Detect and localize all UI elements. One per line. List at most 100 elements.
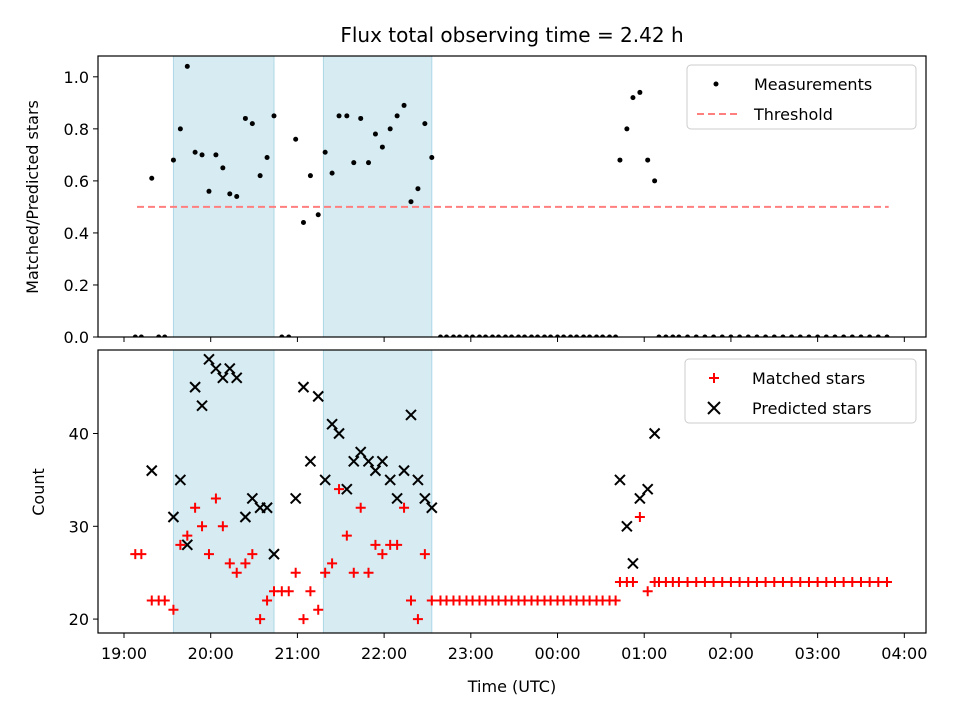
matched-star-point <box>247 549 258 560</box>
measurement-point <box>192 149 198 155</box>
matched-star-point <box>642 586 653 597</box>
measurement-point <box>841 334 847 337</box>
measurement-point <box>336 113 342 119</box>
measurement-point <box>763 334 769 337</box>
matched-star-point <box>348 567 359 578</box>
measurement-point <box>502 334 508 337</box>
matched-star-point <box>392 539 403 550</box>
matched-star-point <box>855 576 866 587</box>
measurement-point <box>132 334 138 337</box>
matched-star-point <box>673 576 684 587</box>
measurement-point <box>771 334 777 337</box>
measurement-point <box>630 95 636 101</box>
measurement-point <box>351 160 357 166</box>
measurement-point <box>450 334 456 337</box>
measurement-point <box>476 334 482 337</box>
predicted-star-point <box>627 557 639 570</box>
matched-star-point <box>240 558 251 569</box>
matched-star-point <box>743 576 754 587</box>
measurement-point <box>286 334 292 337</box>
matched-star-point <box>751 576 762 587</box>
measurement-point <box>234 194 240 199</box>
measurement-point <box>470 334 476 337</box>
matched-star-point <box>231 567 242 578</box>
x-tick-label: 04:00 <box>881 644 927 663</box>
y-axis-label-top: Matched/Predicted stars <box>23 100 42 294</box>
predicted-star-point <box>398 464 410 477</box>
legend-marker-measurements <box>713 81 719 87</box>
x-tick-label: 23:00 <box>448 644 494 663</box>
legend-label: Predicted stars <box>752 399 872 418</box>
measurement-point <box>780 334 786 337</box>
predicted-star-point <box>217 372 229 384</box>
measurement-point <box>693 334 699 337</box>
bottom-panel: 20 30 40 19:00 20:00 21:00 22:00 23:00 00:00 01:0… <box>69 349 927 663</box>
measurement-point <box>806 334 812 337</box>
predicted-star-point <box>362 455 375 468</box>
predicted-star-point <box>412 474 424 486</box>
measurement-point <box>568 334 574 337</box>
data-points <box>130 353 892 625</box>
measurement-point <box>529 334 535 337</box>
legend-label: Threshold <box>753 105 833 124</box>
measurement-point <box>711 334 717 337</box>
matched-star-point <box>734 576 745 587</box>
x-tick-label: 03:00 <box>795 644 841 663</box>
predicted-star-point <box>231 372 243 384</box>
matched-star-point <box>255 614 266 625</box>
predicted-star-point <box>268 548 280 560</box>
predicted-star-point <box>333 427 345 440</box>
predicted-star-point <box>384 474 396 486</box>
predicted-star-point <box>641 483 654 495</box>
measurement-point <box>728 334 734 337</box>
measurement-point <box>645 157 651 163</box>
measurement-point <box>429 154 435 160</box>
predicted-star-point <box>203 353 215 365</box>
measurement-point <box>264 154 270 160</box>
matched-star-point <box>290 567 301 578</box>
matched-star-point <box>864 576 875 587</box>
predicted-star-point <box>348 455 360 468</box>
measurement-point <box>789 334 795 337</box>
measurement-point <box>535 334 541 337</box>
matched-star-point <box>182 530 193 541</box>
matched-star-point <box>838 576 849 587</box>
x-tick-label: 02:00 <box>708 644 754 663</box>
measurement-point <box>754 334 760 337</box>
y-tick-label-top: 1.0 <box>64 68 89 87</box>
predicted-star-point <box>189 381 201 393</box>
matched-star-point <box>847 576 858 587</box>
observing-interval-1 <box>172 55 275 338</box>
measurement-point <box>138 334 144 337</box>
measurement-point <box>637 89 643 95</box>
measurement-point <box>489 334 495 337</box>
predicted-star-point <box>246 492 259 505</box>
measurement-point <box>561 334 567 337</box>
matched-star-point <box>682 576 693 587</box>
matched-star-point <box>725 576 736 587</box>
y-tick-label-top: 0.2 <box>64 276 89 295</box>
predicted-star-point <box>196 399 208 412</box>
legend-top: Measurements Threshold <box>686 64 917 130</box>
measurement-point <box>242 115 248 121</box>
measurement-point <box>457 334 463 337</box>
measurement-point <box>293 136 299 142</box>
measurement-point <box>156 334 162 337</box>
matched-star-point <box>708 576 719 587</box>
measurement-point <box>676 334 682 337</box>
predicted-star-point <box>210 362 222 375</box>
measurement-point <box>358 115 364 121</box>
matched-star-point <box>821 576 832 587</box>
measurement-point <box>444 334 450 337</box>
matched-star-point <box>812 576 823 587</box>
observing-interval-1 <box>172 349 275 634</box>
measurement-point <box>199 152 205 158</box>
y-tick-label-top: 0.0 <box>64 328 89 347</box>
matched-star-point <box>699 576 710 587</box>
measurement-point <box>587 334 593 337</box>
matched-star-point <box>399 502 410 513</box>
x-tick-label: 19:00 <box>101 644 147 663</box>
matched-star-point <box>627 576 638 587</box>
measurement-point <box>617 157 623 163</box>
predicted-star-point <box>354 446 367 458</box>
